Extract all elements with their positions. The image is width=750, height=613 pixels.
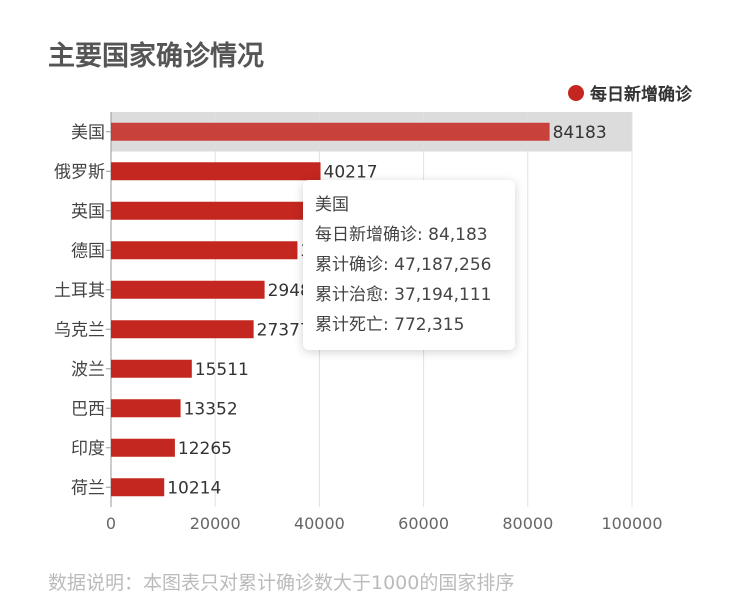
- bar: [111, 280, 265, 299]
- tooltip-total-confirmed: 累计确诊: 47,187,256: [315, 255, 492, 275]
- legend-label: 每日新增确诊: [590, 85, 692, 105]
- x-tick-label: 0: [106, 514, 116, 533]
- tooltip: 美国 每日新增确诊: 84,183 累计确诊: 47,187,256 累计治愈:…: [303, 180, 515, 350]
- category-label: 英国: [71, 202, 105, 222]
- value-label: 40217: [324, 162, 378, 182]
- x-tick-label: 80000: [502, 514, 553, 533]
- category-label: 波兰: [71, 360, 105, 380]
- bar: [111, 399, 181, 418]
- tooltip-daily-new: 每日新增确诊: 84,183: [315, 225, 488, 245]
- x-tick-label: 100000: [601, 514, 662, 533]
- legend[interactable]: 每日新增确诊: [568, 80, 692, 105]
- value-label: 15511: [195, 360, 249, 380]
- tooltip-total-recovered: 累计治愈: 37,194,111: [315, 285, 492, 305]
- x-tick-label: 40000: [294, 514, 345, 533]
- category-label: 德国: [71, 241, 105, 261]
- category-label: 印度: [71, 439, 105, 459]
- legend-marker: [568, 84, 584, 101]
- category-label: 美国: [71, 123, 105, 143]
- value-label: 13352: [184, 399, 238, 419]
- value-label: 27377: [257, 320, 311, 340]
- bar: [111, 162, 321, 181]
- bar: [111, 122, 550, 141]
- data-note: 数据说明：本图表只对累计确诊数大于1000的国家排序: [48, 572, 515, 594]
- bar: [111, 359, 192, 378]
- bar: [111, 478, 165, 497]
- value-label: 12265: [178, 439, 232, 459]
- bar: [111, 438, 175, 457]
- bar: [111, 201, 308, 220]
- category-label: 乌克兰: [54, 320, 105, 340]
- tooltip-title: 美国: [315, 195, 349, 215]
- category-label: 土耳其: [54, 281, 105, 301]
- tooltip-total-deaths: 累计死亡: 772,315: [315, 315, 465, 335]
- chart-title: 主要国家确诊情况: [48, 41, 264, 72]
- value-label: 84183: [553, 123, 607, 143]
- x-tick-label: 60000: [398, 514, 449, 533]
- bar: [111, 320, 254, 339]
- category-label: 俄罗斯: [54, 162, 105, 182]
- x-tick-label: 20000: [190, 514, 241, 533]
- value-label: 10214: [167, 478, 221, 498]
- category-label: 巴西: [71, 399, 105, 419]
- bar: [111, 241, 298, 260]
- category-label: 荷兰: [71, 478, 105, 498]
